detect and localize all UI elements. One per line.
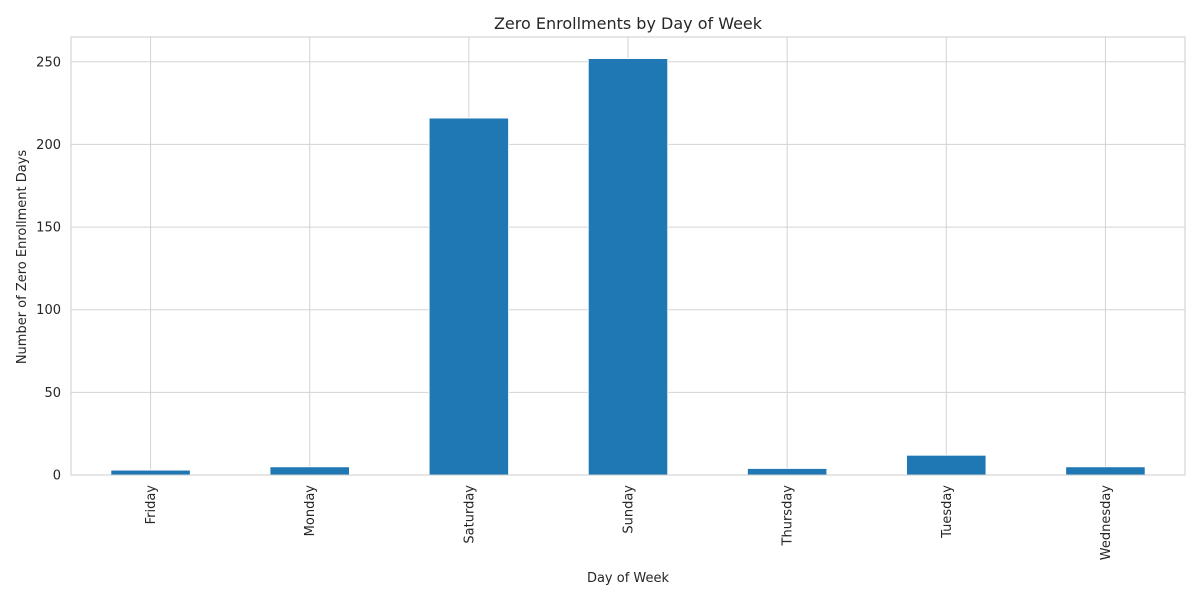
x-tick-label: Thursday (781, 485, 796, 547)
bar-tuesday (906, 454, 987, 476)
y-axis-label: Number of Zero Enrollment Days (15, 150, 30, 365)
x-tick-label: Monday (303, 485, 318, 537)
x-axis-label: Day of Week (587, 571, 670, 586)
x-tick-labels: Friday Monday Saturday Sunday Thursday Tuesda… (144, 485, 1114, 561)
bar-wednesday (1065, 466, 1146, 476)
y-tick-label: 0 (53, 469, 61, 484)
chart-title: Zero Enrollments by Day of Week (494, 14, 763, 33)
y-tick-label: 250 (36, 55, 61, 70)
y-tick-label: 50 (44, 386, 61, 401)
bar-sunday (587, 57, 669, 476)
x-tick-label: Saturday (462, 485, 477, 544)
bars (110, 57, 1146, 476)
bar-friday (110, 469, 191, 476)
x-tick-label: Wednesday (1099, 485, 1114, 561)
y-tick-label: 150 (36, 221, 61, 236)
bar-monday (269, 466, 350, 476)
bar-thursday (746, 467, 828, 476)
y-tick-labels: 0 50 100 150 200 250 (36, 55, 61, 483)
x-tick-label: Tuesday (940, 485, 955, 539)
y-tick-label: 200 (36, 138, 61, 153)
x-tick-label: Sunday (622, 485, 637, 534)
plot-frame (70, 36, 1186, 476)
y-tick-label: 100 (36, 303, 61, 318)
x-tick-label: Friday (144, 485, 159, 525)
bar-saturday (428, 117, 510, 476)
